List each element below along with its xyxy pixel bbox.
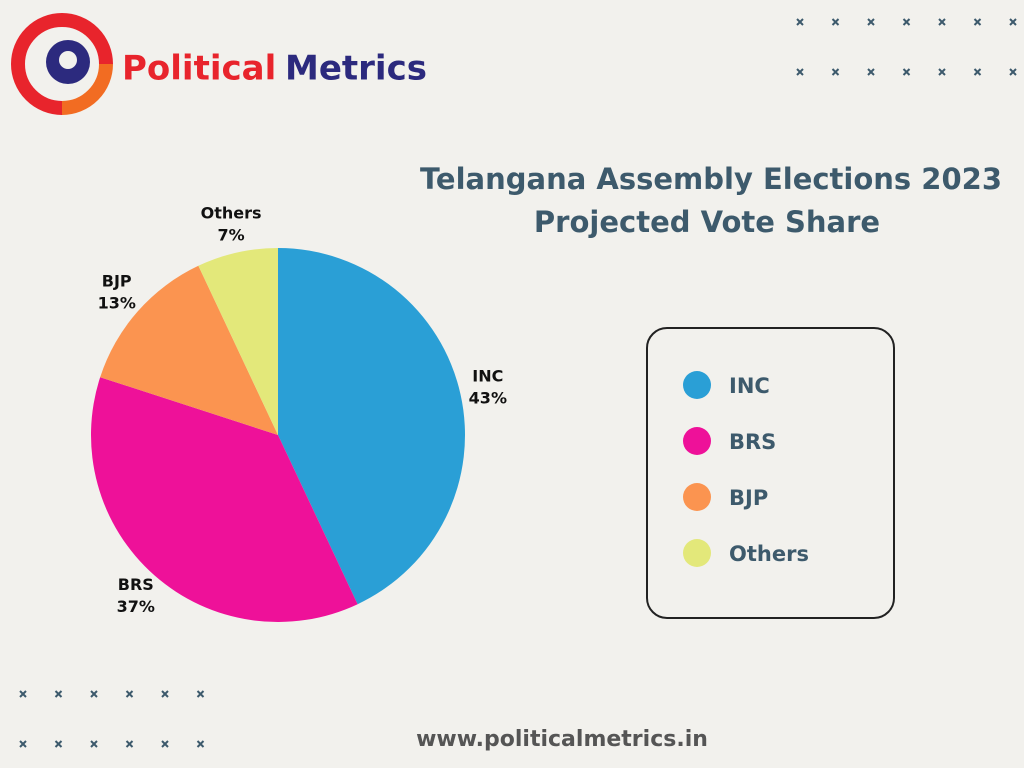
brand-first: Political [122,49,276,89]
legend-swatch [683,539,711,567]
brand-second: Metrics [285,49,427,89]
logo-dot [59,51,77,69]
cross [938,18,946,26]
pie-slice [91,377,358,622]
cross [867,18,875,26]
cross [1009,68,1017,76]
logo-arc [11,13,113,115]
cross [867,68,875,76]
cross [161,690,169,698]
cross [973,68,982,76]
footer: www.politicalmetrics.in [416,727,708,752]
logo-arc [61,63,113,115]
cross [54,690,63,698]
cross [90,690,98,698]
cross [125,740,134,748]
slice-category-label: BRS [118,575,154,594]
legend-swatch [683,371,711,399]
cross [1009,18,1017,26]
cross [796,68,804,76]
cross [90,740,98,748]
legend-swatch [683,483,711,511]
slice-value-label: 13% [98,293,136,312]
cross [125,690,134,698]
cross [796,18,804,26]
cross [54,740,63,748]
cross [902,68,911,76]
chart-title: Telangana Assembly Elections 2023 [420,162,1002,196]
slice-value-label: 43% [469,389,507,408]
cross [19,690,27,698]
slice-category-label: INC [472,367,503,386]
cross [196,740,205,748]
legend-label: BRS [729,430,776,454]
legend-label: BJP [729,486,768,510]
legend-box [646,327,895,619]
pie-slice [100,265,278,435]
slice-value-label: 7% [218,226,245,245]
legend-label: Others [729,542,809,566]
decoration [19,18,1017,748]
cross [831,18,840,26]
cross [902,18,911,26]
cross [161,740,169,748]
cross [19,740,27,748]
slice-category-label: Others [201,204,262,223]
cross [973,18,982,26]
cross [831,68,840,76]
cross [196,690,205,698]
legend-label: INC [729,374,770,398]
chart-subtitle: Projected Vote Share [534,205,880,239]
cross [938,68,946,76]
legend-swatch [683,427,711,455]
pie-slice [198,248,278,435]
pie-slice [278,248,465,605]
slice-category-label: BJP [102,271,132,290]
logo [11,13,113,115]
slice-value-label: 37% [117,597,155,616]
